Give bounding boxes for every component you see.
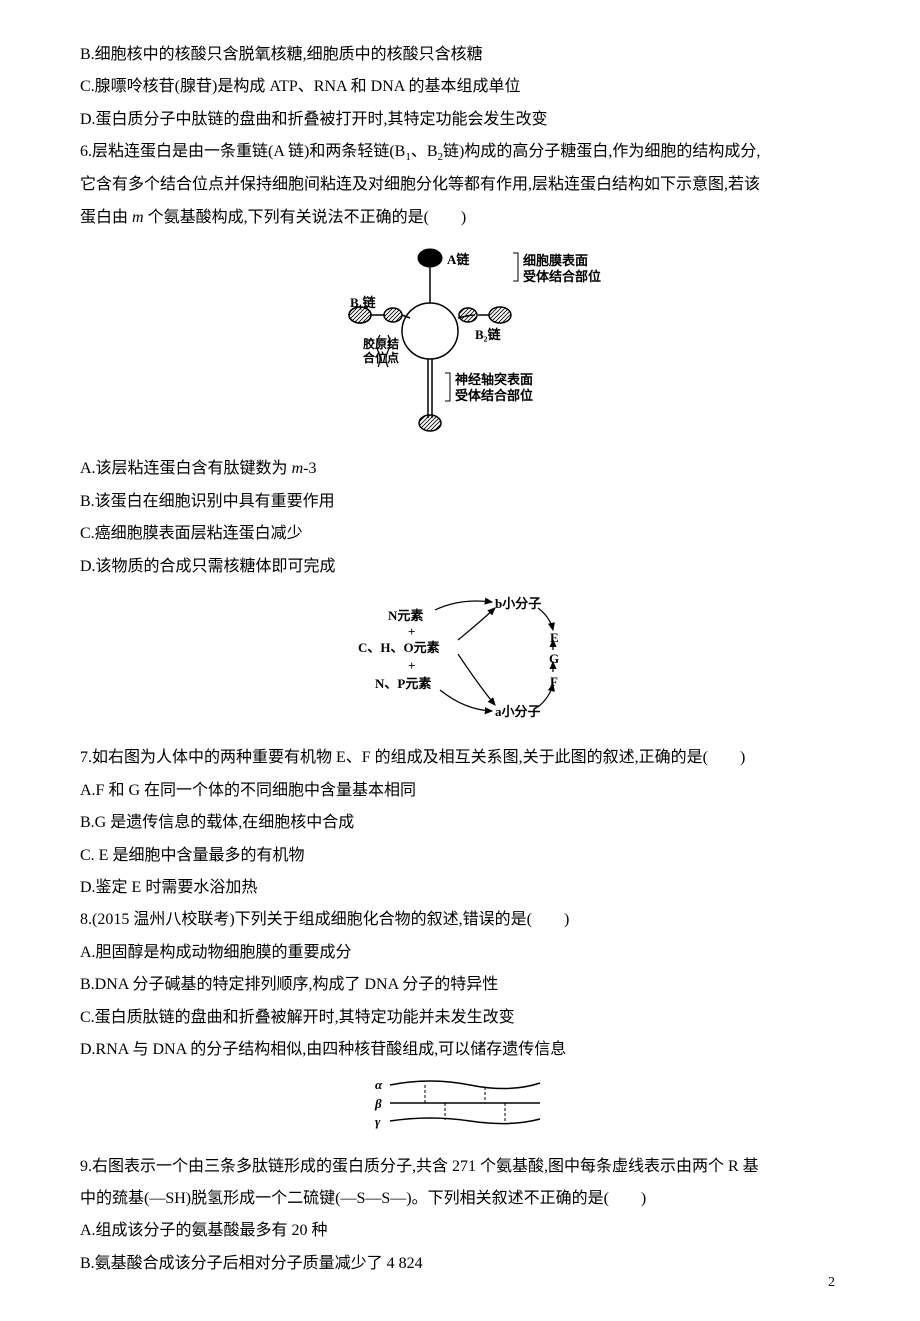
q7-option-b: B.G 是遗传信息的载体,在细胞核中合成: [80, 808, 840, 838]
q6l3-c: 个氨基酸构成,下列有关说法不正确的是( ): [144, 209, 467, 226]
question-8-line: 8.(2015 温州八校联考)下列关于组成细胞化合物的叙述,错误的是( ): [80, 905, 840, 935]
q6-part1: 6.层粘连蛋白是由一条重链(A 链)和两条轻链(B: [80, 143, 405, 160]
label-cho: C、H、O元素: [358, 636, 440, 661]
label-receptor-1: 受体结合部位: [523, 265, 601, 290]
peptide-svg: [370, 1075, 550, 1130]
option-d-line: D.蛋白质分子中肽链的盘曲和折叠被打开时,其特定功能会发生改变: [80, 105, 840, 135]
q6-option-c: C.癌细胞膜表面层粘连蛋白减少: [80, 519, 840, 549]
q6-option-b: B.该蛋白在细胞识别中具有重要作用: [80, 487, 840, 517]
label-b2: B₂链: [475, 323, 501, 348]
peptide-diagram: α β γ: [370, 1075, 550, 1130]
diagram-2-container: b小分子 N元素 + C、H、O元素 + N、P元素 E G F a小分子: [80, 592, 840, 733]
q6a-a: A.该层粘连蛋白含有肽键数为: [80, 460, 292, 477]
q9-option-b: B.氨基酸合成该分子后相对分子质量减少了 4 824: [80, 1249, 840, 1279]
q7-option-c: C. E 是细胞中含量最多的有机物: [80, 841, 840, 871]
q8-option-b: B.DNA 分子碱基的特定排列顺序,构成了 DNA 分子的特异性: [80, 970, 840, 1000]
laminin-diagram: A链 细胞膜表面 受体结合部位 B₁链 B₂链 胶原结 合位点 神经轴突表面 受…: [310, 243, 610, 433]
diagram-1-container: A链 细胞膜表面 受体结合部位 B₁链 B₂链 胶原结 合位点 神经轴突表面 受…: [80, 243, 840, 444]
label-n-elem: N元素: [388, 604, 423, 629]
label-np: N、P元素: [375, 672, 431, 697]
question-9-line1: 9.右图表示一个由三条多肽链形成的蛋白质分子,共含 271 个氨基酸,图中每条虚…: [80, 1152, 840, 1182]
option-b-line: B.细胞核中的核酸只含脱氧核糖,细胞质中的核酸只含核糖: [80, 40, 840, 70]
q6-option-a: A.该层粘连蛋白含有肽键数为 m-3: [80, 454, 840, 484]
question-6-line2: 它含有多个结合位点并保持细胞间粘连及对细胞分化等都有作用,层粘连蛋白结构如下示意…: [80, 170, 840, 200]
label-collagen2: 合位点: [363, 347, 399, 370]
q8-option-c: C.蛋白质肽链的盘曲和折叠被解开时,其特定功能并未发生改变: [80, 1003, 840, 1033]
elements-diagram: b小分子 N元素 + C、H、O元素 + N、P元素 E G F a小分子: [340, 592, 580, 722]
q6-part3: 链)构成的高分子糖蛋白,作为细胞的结构成分,: [443, 143, 760, 160]
question-6-line1: 6.层粘连蛋白是由一条重链(A 链)和两条轻链(B1、B2链)构成的高分子糖蛋白…: [80, 137, 840, 168]
label-a-small: a小分子: [495, 700, 541, 725]
label-a-chain: A链: [447, 248, 469, 273]
label-gamma: γ: [375, 1110, 380, 1135]
diagram-3-container: α β γ: [80, 1075, 840, 1141]
q6l3-m: m: [132, 209, 144, 226]
question-7-line: 7.如右图为人体中的两种重要有机物 E、F 的组成及相互关系图,关于此图的叙述,…: [80, 743, 840, 773]
q6a-c: -3: [303, 460, 316, 477]
label-b-small: b小分子: [495, 592, 541, 617]
q7-option-d: D.鉴定 E 时需要水浴加热: [80, 873, 840, 903]
q6-part2: 、B: [411, 143, 438, 160]
label-receptor-2: 受体结合部位: [455, 384, 533, 409]
q6-option-d: D.该物质的合成只需核糖体即可完成: [80, 552, 840, 582]
page-number: 2: [828, 1270, 835, 1297]
q8-option-a: A.胆固醇是构成动物细胞膜的重要成分: [80, 938, 840, 968]
q8-option-d: D.RNA 与 DNA 的分子结构相似,由四种核苷酸组成,可以储存遗传信息: [80, 1035, 840, 1065]
question-9-line2: 中的巯基(—SH)脱氢形成一个二硫键(—S—S—)。下列相关叙述不正确的是( ): [80, 1184, 840, 1214]
question-6-line3: 蛋白由 m 个氨基酸构成,下列有关说法不正确的是( ): [80, 203, 840, 233]
label-b1: B₁链: [350, 291, 376, 316]
q7-option-a: A.F 和 G 在同一个体的不同细胞中含量基本相同: [80, 776, 840, 806]
option-c-line: C.腺嘌呤核苷(腺苷)是构成 ATP、RNA 和 DNA 的基本组成单位: [80, 72, 840, 102]
label-g: G: [549, 647, 559, 672]
q6l3-a: 蛋白由: [80, 209, 132, 226]
label-f: F: [550, 670, 558, 695]
q9-option-a: A.组成该分子的氨基酸最多有 20 种: [80, 1216, 840, 1246]
q6a-m: m: [292, 460, 304, 477]
